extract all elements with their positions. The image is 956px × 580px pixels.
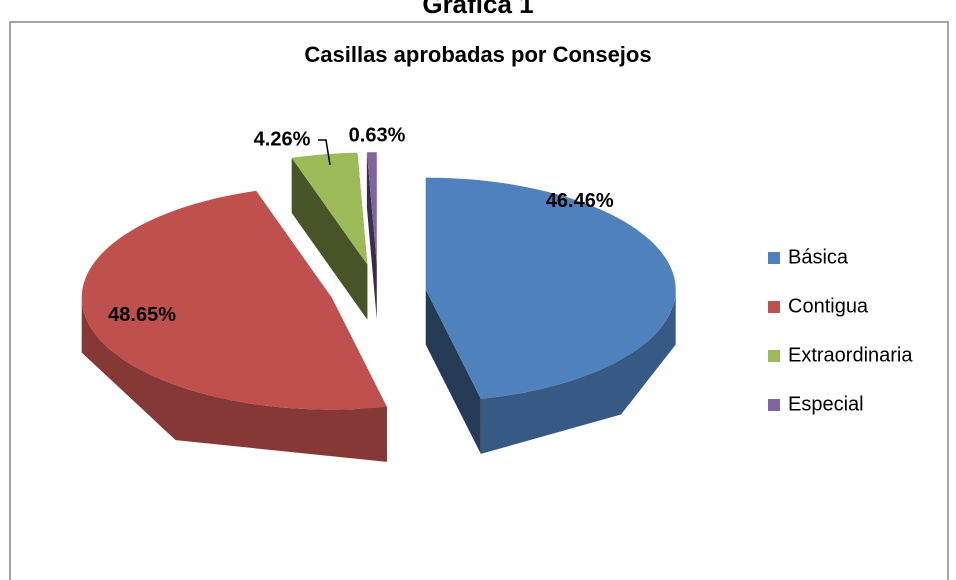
- chart-title: Casillas aprobadas por Consejos: [304, 42, 651, 67]
- slice-cut-side: [425, 289, 481, 454]
- legend-swatch: [768, 350, 780, 362]
- pie-slice: [366, 152, 377, 265]
- slice-cut-side: [366, 152, 377, 320]
- legend-label: Especial: [788, 393, 864, 415]
- slice-outer-side: [81, 297, 387, 462]
- figure-caption: Gráfica 1: [422, 0, 533, 19]
- data-label: 48.65%: [108, 304, 176, 326]
- pie-slice: [291, 152, 368, 265]
- data-label: 46.46%: [546, 190, 614, 212]
- leader-line: [318, 139, 331, 166]
- legend-swatch: [768, 252, 780, 264]
- slice-outer-side: [480, 289, 676, 454]
- legend-swatch: [768, 399, 780, 411]
- pie-slice: [81, 190, 387, 410]
- data-label: 0.63%: [349, 124, 406, 146]
- legend-label: Contigua: [788, 295, 869, 317]
- slice-cut-side: [291, 157, 368, 320]
- legend-label: Básica: [788, 246, 849, 268]
- data-label: 4.26%: [254, 128, 311, 150]
- legend-label: Extraordinaria: [788, 344, 913, 366]
- legend-swatch: [768, 301, 780, 313]
- pie-slice: [425, 177, 676, 399]
